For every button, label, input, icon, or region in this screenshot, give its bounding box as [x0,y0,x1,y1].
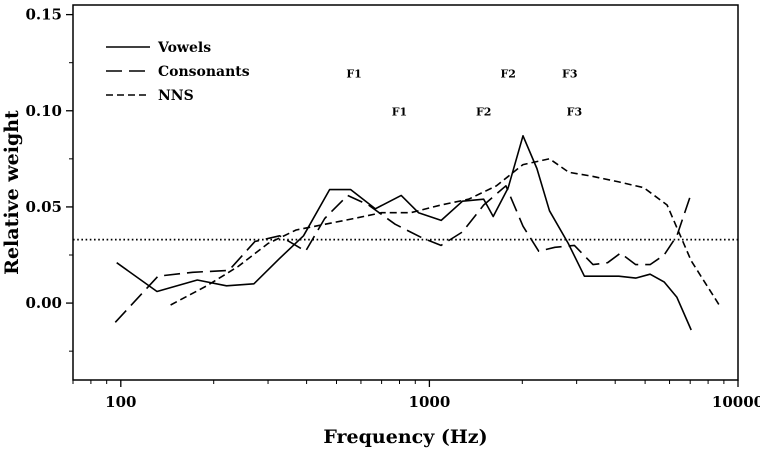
legend: Vowels Consonants NNS [106,40,250,104]
formant-annotation: F2 [476,106,491,119]
x-axis-label: Frequency (Hz) [323,426,487,448]
y-tick-label: 0.05 [25,198,62,216]
series-layer [114,135,720,331]
series-line-nns [170,158,720,306]
formant-annotation: F3 [567,106,582,119]
y-axis-label: Relative weight [1,110,23,275]
y-tick-label: 0.10 [25,102,62,120]
legend-label-consonants: Consonants [158,64,250,80]
formant-annotation: F1 [346,67,361,80]
axis-tick-labels: 100 1000 10000 0.00 0.05 0.10 0.15 [25,6,760,411]
x-tick-label: 10000 [712,393,760,411]
x-tick-label: 100 [105,393,136,411]
plot-frame [72,4,739,381]
y-tick-label: 0.15 [25,6,62,24]
formant-annotation: F1 [392,106,407,119]
formant-annotation: F3 [562,67,577,80]
series-line-vowels [116,135,692,331]
legend-label-vowels: Vowels [157,40,211,56]
legend-label-nns: NNS [158,88,194,104]
y-tick-label: 0.00 [25,294,62,312]
series-line-consonants [114,185,692,323]
x-tick-label: 1000 [409,393,451,411]
annotations: F1 F2 F3 F1 F2 F3 [346,67,582,118]
formant-annotation: F2 [500,67,515,80]
